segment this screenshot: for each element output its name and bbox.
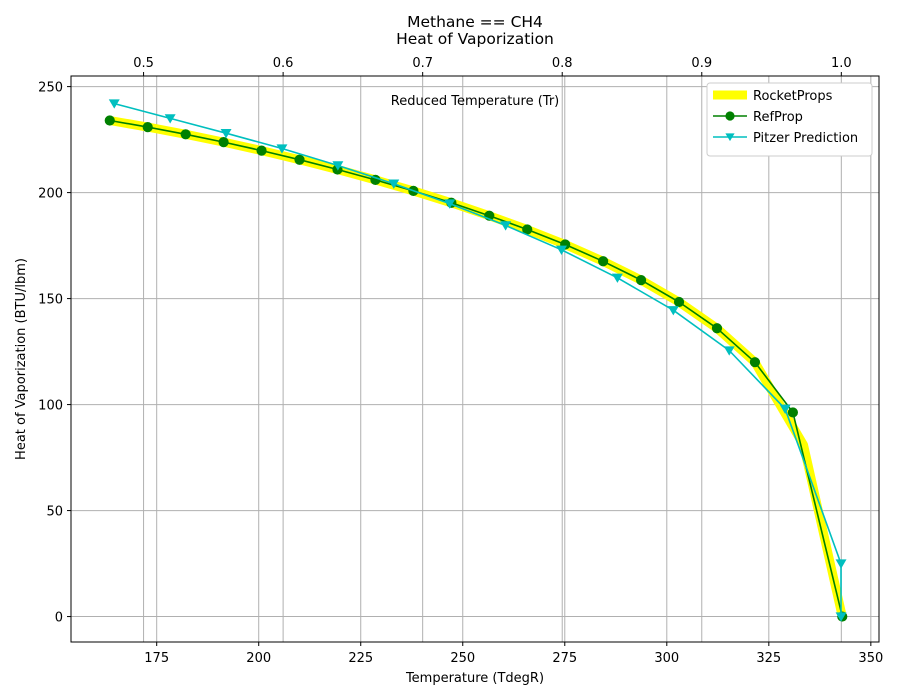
legend-item-refprop: RefProp (713, 110, 803, 125)
y-axis-label: Heat of Vaporization (BTU/lbm) (14, 258, 29, 460)
x-tick-label: 300 (654, 651, 679, 666)
data-point-pitzer-prediction (388, 179, 400, 189)
data-point-pitzer-prediction (723, 346, 735, 356)
data-point-refprop (635, 275, 647, 286)
data-point-pitzer-prediction (667, 306, 679, 316)
legend-marker-pitzer-prediction (725, 133, 735, 142)
data-point-pitzer-prediction (108, 99, 120, 109)
series-refprop (104, 115, 848, 622)
x2-tick-label: 0.8 (552, 56, 573, 71)
data-point-pitzer-prediction (332, 161, 344, 171)
data-point-refprop (104, 115, 115, 126)
data-point-pitzer-prediction (276, 144, 288, 154)
data-point-pitzer-prediction (444, 199, 456, 209)
y-tick-label: 150 (38, 293, 63, 308)
chart-subtitle: Heat of Vaporization (396, 30, 554, 48)
legend-label-rocketprops: RocketProps (753, 89, 833, 104)
data-point-refprop (142, 121, 153, 133)
y-tick-label: 50 (46, 505, 63, 520)
x-tick-label: 325 (756, 651, 781, 666)
data-point-pitzer-prediction (164, 114, 176, 124)
legend-label-refprop: RefProp (753, 110, 803, 125)
series-layer (104, 99, 848, 622)
data-point-refprop (294, 154, 305, 165)
legend-item-pitzer-prediction: Pitzer Prediction (713, 131, 858, 146)
ticks: 175 200 225 250 275 300 325 350 0 50 100 150 200 250 0… (38, 56, 883, 666)
x-tick-label: 175 (144, 651, 169, 666)
x2-tick-label: 1.0 (831, 56, 852, 71)
plot-frame (70, 75, 880, 643)
x2-tick-label: 0.5 (133, 56, 154, 71)
legend-label-pitzer-prediction: Pitzer Prediction (753, 131, 858, 146)
data-point-refprop (749, 357, 761, 368)
series-line-refprop (109, 119, 844, 617)
x-tick-label: 350 (858, 651, 883, 666)
x2-axis-label: Reduced Temperature (Tr) (391, 94, 559, 109)
x2-tick-label: 0.6 (273, 56, 294, 71)
data-point-pitzer-prediction (611, 273, 623, 283)
x-tick-label: 200 (246, 651, 271, 666)
data-point-refprop (218, 137, 229, 148)
series-pitzer-prediction (108, 99, 847, 622)
data-point-pitzer-prediction (556, 245, 567, 255)
data-point-refprop (256, 145, 267, 156)
x-tick-label: 275 (552, 651, 577, 666)
data-point-refprop (673, 296, 685, 308)
data-point-pitzer-prediction (779, 404, 791, 414)
data-point-pitzer-prediction (835, 612, 847, 622)
legend-marker-refprop (725, 111, 735, 121)
x2-tick-label: 0.9 (691, 56, 712, 71)
chart-title: Methane == CH4 (407, 13, 543, 31)
data-point-refprop (787, 407, 798, 418)
data-point-refprop (598, 256, 609, 267)
x-tick-label: 225 (348, 651, 373, 666)
y-tick-label: 100 (38, 399, 63, 414)
y-tick-label: 0 (55, 611, 63, 626)
data-point-pitzer-prediction (835, 559, 847, 569)
x-tick-label: 250 (450, 651, 475, 666)
data-point-pitzer-prediction (220, 129, 232, 139)
x2-tick-label: 0.7 (412, 56, 433, 71)
y-tick-label: 250 (38, 81, 63, 96)
data-point-pitzer-prediction (500, 221, 512, 231)
legend-item-rocketprops: RocketProps (713, 89, 833, 104)
y-tick-label: 200 (38, 187, 63, 202)
grid (71, 76, 879, 642)
legend: RocketProps RefProp Pitzer Prediction (706, 82, 873, 157)
legend-box (706, 82, 873, 157)
x-axis-label: Temperature (TdegR) (405, 671, 544, 686)
data-point-refprop (711, 323, 723, 334)
data-point-refprop (180, 129, 191, 140)
